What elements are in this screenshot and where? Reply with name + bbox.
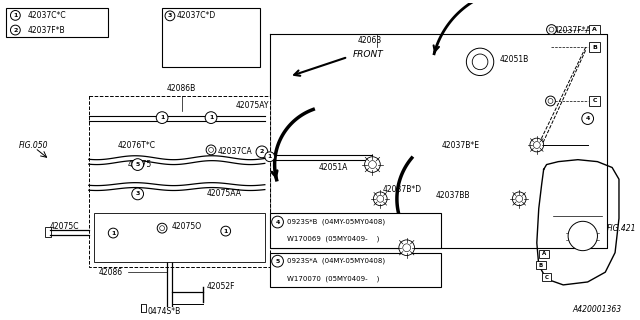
Text: 42075AA: 42075AA [206, 189, 241, 198]
Text: 42037C*C: 42037C*C [28, 11, 67, 20]
Circle shape [206, 145, 216, 155]
Text: 42051A: 42051A [319, 163, 348, 172]
Circle shape [108, 228, 118, 238]
Text: 5: 5 [275, 259, 280, 264]
Text: A: A [592, 27, 597, 32]
Bar [93, 213, 265, 262]
Circle shape [365, 157, 380, 172]
Bar [589, 96, 600, 106]
Bar [89, 96, 269, 267]
Circle shape [209, 148, 214, 152]
Bar [45, 227, 51, 237]
Text: 42037BB: 42037BB [436, 191, 470, 200]
Circle shape [156, 112, 168, 124]
Text: 1: 1 [223, 228, 228, 234]
Text: W170069  (05MY0409-    ): W170069 (05MY0409- ) [287, 236, 380, 243]
Bar [162, 8, 260, 67]
Circle shape [582, 113, 593, 124]
Text: A: A [541, 251, 546, 256]
Text: 4: 4 [586, 116, 590, 121]
Bar [539, 250, 548, 258]
Text: C: C [592, 99, 596, 103]
Circle shape [205, 112, 217, 124]
Circle shape [549, 27, 554, 32]
Text: 5: 5 [136, 162, 140, 167]
Circle shape [533, 141, 540, 148]
Circle shape [548, 99, 553, 103]
Text: 2: 2 [13, 28, 17, 33]
Circle shape [10, 25, 20, 35]
Circle shape [568, 221, 598, 251]
Circle shape [403, 244, 411, 252]
Text: FIG.050: FIG.050 [19, 140, 48, 149]
Bar [536, 261, 546, 269]
Text: 1: 1 [268, 154, 272, 159]
Circle shape [221, 226, 230, 236]
Text: 1: 1 [111, 230, 115, 236]
Bar [6, 8, 108, 37]
Circle shape [159, 226, 164, 231]
Circle shape [547, 25, 556, 35]
Circle shape [157, 223, 167, 233]
Circle shape [472, 54, 488, 70]
Bar [589, 25, 600, 35]
Circle shape [256, 146, 268, 158]
Text: FRONT: FRONT [353, 50, 383, 59]
Circle shape [132, 159, 143, 171]
Circle shape [272, 255, 284, 267]
Circle shape [272, 216, 284, 228]
Text: 42086: 42086 [99, 268, 123, 277]
Circle shape [165, 11, 175, 21]
Circle shape [513, 192, 526, 206]
Text: 3: 3 [168, 13, 172, 18]
Circle shape [377, 196, 384, 202]
Text: 3: 3 [136, 191, 140, 196]
Text: 42052F: 42052F [206, 282, 235, 291]
Text: 42037F*B: 42037F*B [28, 26, 66, 35]
Text: 2: 2 [260, 149, 264, 154]
Circle shape [10, 11, 20, 20]
Text: 0923S*A  (04MY-05MY0408): 0923S*A (04MY-05MY0408) [287, 258, 385, 264]
Circle shape [132, 188, 143, 200]
Circle shape [399, 240, 415, 256]
Text: 42037C*D: 42037C*D [177, 12, 216, 20]
Circle shape [373, 192, 387, 206]
Text: 1: 1 [13, 13, 17, 18]
Text: W170070  (05MY0409-    ): W170070 (05MY0409- ) [287, 275, 380, 282]
Text: B: B [539, 263, 543, 268]
Text: 0923S*B  (04MY-05MY0408): 0923S*B (04MY-05MY0408) [287, 219, 385, 225]
Circle shape [546, 96, 556, 106]
Text: A420001363: A420001363 [573, 305, 622, 314]
Text: C: C [545, 275, 548, 280]
Text: 42051B: 42051B [500, 55, 529, 64]
Text: 0474S*B: 0474S*B [147, 307, 180, 316]
Text: 1: 1 [160, 115, 164, 120]
Text: 1: 1 [209, 115, 213, 120]
Text: 42063: 42063 [358, 36, 382, 45]
Text: 42037B*E: 42037B*E [442, 140, 480, 149]
Bar [269, 252, 441, 287]
Text: 42075C: 42075C [50, 222, 79, 231]
Bar [269, 213, 441, 248]
Bar [141, 304, 147, 312]
Text: 4: 4 [275, 220, 280, 225]
Circle shape [467, 48, 493, 76]
Text: 42075AY: 42075AY [236, 101, 269, 110]
Text: 42037B*D: 42037B*D [382, 185, 421, 194]
Circle shape [265, 152, 275, 162]
Text: B: B [592, 45, 597, 50]
Bar [589, 42, 600, 52]
Text: 42086B: 42086B [167, 84, 196, 93]
Text: 42076T*C: 42076T*C [118, 140, 156, 149]
Text: 42075O: 42075O [172, 222, 202, 231]
Bar [541, 273, 552, 281]
Circle shape [530, 138, 543, 152]
Text: FIG.421: FIG.421 [607, 224, 637, 233]
Circle shape [369, 161, 376, 168]
Text: 42037CA: 42037CA [218, 147, 253, 156]
Circle shape [516, 196, 523, 202]
Text: 42037BA: 42037BA [389, 258, 424, 267]
Text: 42037F*A: 42037F*A [554, 26, 591, 35]
Text: 42075: 42075 [128, 160, 152, 169]
